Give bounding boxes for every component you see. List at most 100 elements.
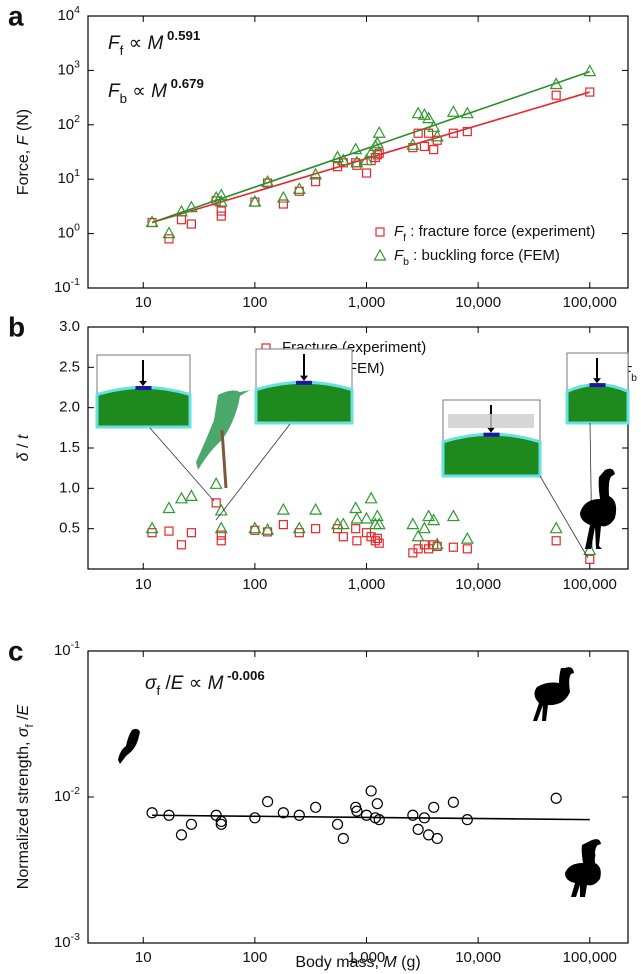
data-point	[427, 120, 441, 132]
data-point	[361, 168, 372, 178]
data-point	[447, 796, 459, 808]
data-point	[370, 136, 384, 149]
platen	[448, 414, 534, 428]
y-axis-title-part: δ	[15, 451, 32, 461]
data-point	[261, 523, 275, 535]
legend-marker	[373, 248, 387, 261]
x-tick-label: 100	[242, 576, 267, 593]
y-tick-exponent: -1	[71, 276, 80, 288]
data-point	[214, 194, 228, 207]
y-axis-title-part: t	[15, 434, 32, 439]
y-tick-label: 1.0	[59, 479, 80, 496]
legend-label: Ff : fracture force (experiment)	[394, 223, 595, 244]
x-tick-label: 10,000	[455, 576, 501, 593]
data-point	[430, 129, 444, 142]
y-axis-title-part: /	[15, 439, 32, 452]
data-point	[372, 533, 382, 543]
data-point	[446, 105, 460, 117]
annotation-part: F	[108, 33, 121, 54]
data-point	[311, 524, 321, 534]
y-tick-exponent: 4	[74, 4, 80, 16]
data-point	[261, 796, 274, 808]
y-tick-label: 103	[57, 58, 80, 78]
data-point	[176, 540, 187, 550]
y-tick-exponent: 3	[74, 58, 80, 70]
data-point	[583, 64, 597, 77]
x-axis-title-part: M	[383, 954, 397, 971]
data-point	[427, 513, 441, 526]
plot-frame	[87, 15, 629, 289]
data-point	[422, 111, 436, 124]
y-axis-title-part: E	[15, 704, 32, 715]
data-point	[336, 153, 350, 166]
data-point	[461, 814, 473, 826]
data-point	[310, 801, 322, 813]
y-tick-base: 10	[57, 225, 74, 242]
y-tick-base: 10	[57, 7, 74, 24]
data-point	[551, 536, 561, 546]
arrow-head	[139, 380, 147, 386]
data-point	[336, 517, 350, 530]
x-tick-label: 100	[242, 294, 267, 311]
data-point	[349, 142, 363, 155]
x-tick-label: 10,000	[455, 949, 501, 966]
data-point	[371, 798, 383, 810]
data-point	[406, 517, 420, 530]
annotation: Ff ∝ M 0.591	[108, 28, 201, 58]
x-tick-label: 100	[242, 949, 267, 966]
data-point	[372, 125, 386, 138]
y-tick-label: 102	[57, 113, 80, 133]
x-axis-title-part: Body mass,	[295, 954, 383, 971]
legend-label-part: f	[403, 232, 406, 244]
y-tick-base: 10	[54, 788, 71, 805]
data-point	[462, 126, 472, 137]
data-point	[338, 532, 348, 542]
data-point	[364, 491, 378, 504]
data-point	[431, 832, 443, 845]
annotation-part: M	[151, 81, 167, 102]
data-point	[162, 501, 176, 514]
data-point	[550, 792, 562, 804]
emu	[533, 667, 574, 721]
dome	[441, 432, 542, 478]
y-tick-base: 10	[57, 116, 74, 133]
y-tick-label: 0.5	[59, 520, 80, 537]
arrow-head	[593, 378, 601, 384]
data-point	[337, 832, 349, 845]
data-point	[359, 153, 374, 166]
x-tick-label: 1,000	[348, 294, 386, 311]
annotation-part: σ	[145, 673, 158, 694]
data-point	[372, 517, 386, 530]
legend-label-part: F	[394, 223, 404, 240]
dome	[254, 380, 354, 425]
x-tick-label: 10	[135, 949, 152, 966]
y-axis-title-part: /	[15, 715, 32, 724]
bird-silhouette	[118, 728, 140, 764]
data-point	[277, 807, 289, 819]
annotation-part: M	[147, 33, 163, 54]
pointer	[149, 427, 215, 502]
y-tick-exponent: -1	[71, 639, 80, 651]
data-point	[162, 226, 176, 239]
data-point	[216, 211, 226, 221]
annotation-part: F	[108, 81, 121, 102]
y-tick-label: 1.5	[59, 439, 80, 456]
data-point	[429, 145, 439, 155]
load-pad	[483, 432, 500, 437]
data-point	[145, 215, 159, 228]
annotation-part: ∝	[127, 81, 151, 102]
data-point	[261, 174, 275, 187]
data-point	[374, 148, 384, 158]
data-point	[211, 498, 221, 508]
data-point	[216, 206, 226, 216]
x-tick-label: 100,000	[563, 294, 617, 311]
y-tick-label: 10-1	[54, 276, 80, 296]
data-point	[350, 511, 364, 524]
data-point	[185, 818, 197, 830]
data-point	[215, 815, 227, 828]
data-point	[350, 155, 364, 168]
data-point	[146, 807, 158, 819]
data-point	[351, 524, 361, 534]
y-tick-exponent: -2	[71, 785, 80, 797]
ostrich	[580, 468, 617, 549]
